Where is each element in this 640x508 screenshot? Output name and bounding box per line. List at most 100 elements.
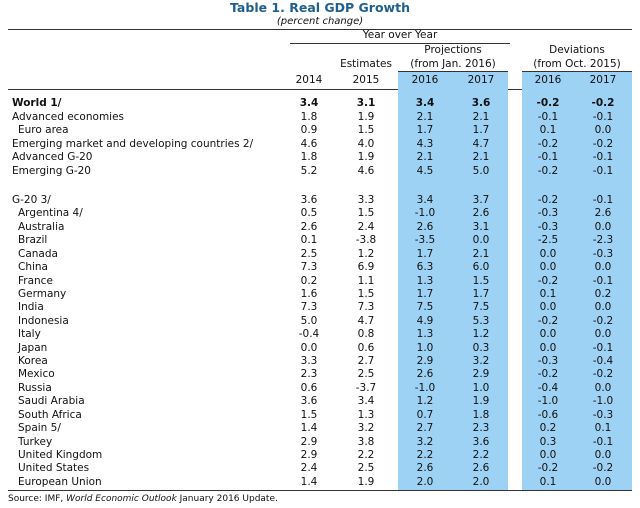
row-label: Canada — [18, 247, 58, 260]
cell-2016-dev: 0.1 — [539, 475, 557, 488]
row-label: Japan — [18, 341, 48, 354]
cell-2016-dev: -0.2 — [537, 462, 559, 475]
row-label: European Union — [18, 475, 102, 488]
cell-2017-dev: -0.1 — [592, 435, 614, 448]
cell-2015: 7.3 — [357, 301, 375, 314]
projections-underline — [398, 71, 508, 72]
cell-2016-dev: -0.2 — [537, 368, 559, 381]
header-bottom-rule — [8, 89, 632, 90]
cell-2017-proj: 5.0 — [472, 164, 490, 177]
cell-2017-proj: 7.5 — [472, 301, 490, 314]
cell-2015: 3.3 — [357, 194, 375, 206]
cell-2014: 4.6 — [300, 137, 318, 150]
cell-2016-dev: -1.0 — [537, 395, 559, 408]
cell-2015: 0.8 — [357, 328, 375, 341]
cell-2016-dev: -0.1 — [537, 110, 559, 123]
row-label: Italy — [18, 328, 41, 341]
cell-2017-proj: 3.6 — [472, 435, 490, 448]
cell-2015: 2.5 — [357, 368, 375, 381]
bottom-rule — [8, 490, 632, 491]
header-col-2017-dev: 2017 — [589, 74, 617, 86]
row-label: Turkey — [18, 435, 53, 448]
cell-2017-dev: -0.2 — [592, 137, 614, 150]
cell-2015: 1.9 — [357, 475, 375, 488]
cell-2016-proj: -1.0 — [414, 381, 436, 394]
cell-2016-dev: 0.0 — [539, 261, 557, 274]
row-label: France — [18, 274, 53, 287]
cell-2016-dev: -0.2 — [536, 97, 560, 109]
cell-2017-dev: -0.2 — [592, 462, 614, 475]
cell-2015: 1.5 — [357, 207, 375, 220]
cell-2016-dev: -0.3 — [537, 355, 559, 368]
cell-2017-proj: 2.6 — [472, 462, 490, 475]
cell-2015: 1.9 — [357, 110, 375, 123]
row-label: Saudi Arabia — [18, 395, 85, 408]
header-col-2016-dev: 2016 — [534, 74, 562, 86]
table-title: Table 1. Real GDP Growth — [230, 0, 410, 15]
cell-2015: 1.2 — [357, 247, 375, 260]
cell-2016-proj: -1.0 — [414, 207, 436, 220]
cell-2016-proj: 1.7 — [416, 124, 434, 136]
row-label: India — [18, 301, 44, 314]
header-col-2015: 2015 — [352, 74, 380, 86]
cell-2016-dev: -0.4 — [537, 381, 559, 394]
row-label: South Africa — [18, 408, 82, 421]
cell-2015: 3.1 — [356, 97, 376, 109]
row-label: Spain 5/ — [18, 422, 61, 435]
cell-2014: 0.5 — [300, 207, 318, 220]
cell-2014: 7.3 — [300, 261, 318, 274]
cell-2017-proj: 2.0 — [472, 475, 490, 488]
cell-2016-proj: 2.6 — [416, 220, 434, 233]
cell-2014: 0.1 — [300, 234, 318, 247]
cell-2016-proj: 2.7 — [416, 422, 434, 435]
cell-2017-proj: 0.0 — [472, 234, 490, 247]
cell-2016-proj: 7.5 — [416, 301, 434, 314]
cell-2015: 1.5 — [357, 124, 375, 136]
cell-2017-dev: 0.0 — [594, 301, 612, 314]
cell-2016-proj: 1.7 — [416, 287, 434, 300]
cell-2017-proj: 2.1 — [472, 247, 490, 260]
cell-2016-dev: 0.1 — [539, 124, 557, 136]
cell-2014: 2.3 — [300, 368, 318, 381]
cell-2017-proj: 2.1 — [472, 110, 490, 123]
cell-2014: 1.4 — [300, 475, 318, 488]
source-publication: World Economic Outlook — [66, 494, 177, 504]
cell-2014: 2.4 — [300, 462, 318, 475]
cell-2017-dev: 2.6 — [594, 207, 612, 220]
cell-2017-dev: -0.1 — [592, 341, 614, 354]
cell-2015: 2.5 — [357, 462, 375, 475]
cell-2014: 1.5 — [300, 408, 318, 421]
cell-2015: 3.8 — [357, 435, 375, 448]
projections-highlight — [398, 72, 508, 490]
cell-2017-proj: 1.0 — [472, 381, 490, 394]
cell-2016-proj: 3.4 — [416, 194, 434, 206]
cell-2017-proj: 2.1 — [472, 151, 490, 163]
cell-2017-dev: 0.0 — [594, 124, 612, 136]
cell-2017-dev: -0.4 — [592, 355, 614, 368]
cell-2015: 4.6 — [357, 164, 375, 177]
header-projections-sub: (from Jan. 2016) — [410, 58, 496, 70]
cell-2015: 1.9 — [357, 151, 375, 163]
cell-2016-dev: 0.1 — [539, 287, 557, 300]
cell-2017-dev: 0.1 — [594, 422, 612, 435]
cell-2017-proj: 3.6 — [471, 97, 491, 109]
cell-2014: 2.9 — [300, 448, 318, 461]
yoy-underline — [290, 43, 510, 44]
cell-2017-dev: -0.3 — [592, 247, 614, 260]
row-label: Euro area — [18, 124, 69, 136]
cell-2016-dev: 0.0 — [539, 448, 557, 461]
cell-2016-proj: 3.2 — [416, 435, 434, 448]
cell-2014: 1.8 — [300, 110, 318, 123]
cell-2014: -0.4 — [298, 328, 320, 341]
cell-2016-dev: 0.2 — [539, 422, 557, 435]
cell-2015: -3.8 — [355, 234, 377, 247]
cell-2016-proj: 2.9 — [416, 355, 434, 368]
header-col-2017-proj: 2017 — [467, 74, 495, 86]
row-label: World 1/ — [12, 97, 62, 109]
cell-2017-proj: 1.9 — [472, 395, 490, 408]
cell-2016-dev: -0.2 — [537, 274, 559, 287]
cell-2015: 3.4 — [357, 395, 375, 408]
row-label: G-20 3/ — [12, 194, 51, 206]
cell-2014: 0.6 — [300, 381, 318, 394]
row-label: Korea — [18, 355, 48, 368]
